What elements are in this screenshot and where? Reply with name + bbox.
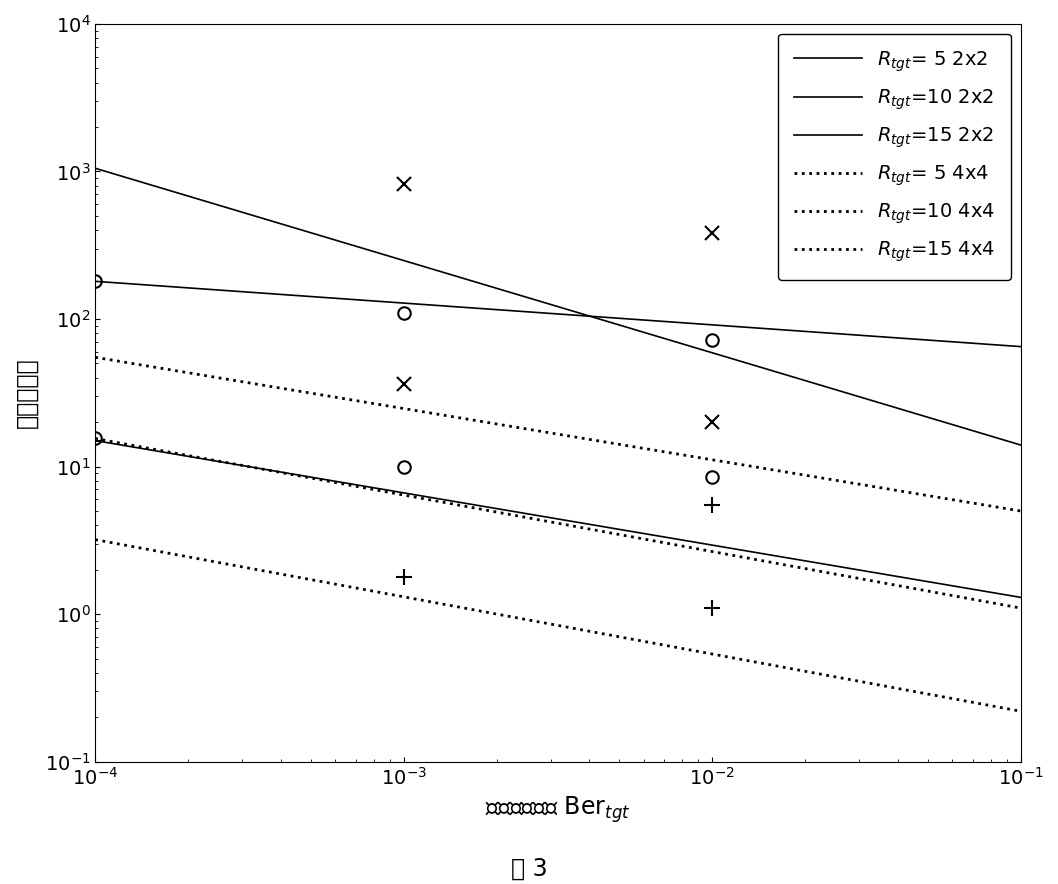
$R_{tgt}$=15 4x4: [927, 492, 940, 502]
$R_{tgt}$= 5 2x2: [639, 529, 652, 539]
$R_{tgt}$= 5 2x2: [655, 531, 668, 542]
$R_{tgt}$=10 2x2: [869, 332, 881, 342]
$R_{tgt}$=10 2x2: [1014, 341, 1026, 352]
$R_{tgt}$= 5 4x4: [639, 636, 652, 647]
$R_{tgt}$= 5 4x4: [869, 679, 881, 690]
$R_{tgt}$=15 2x2: [927, 414, 940, 424]
$R_{tgt}$=15 4x4: [639, 444, 652, 454]
$R_{tgt}$=10 4x4: [927, 587, 940, 598]
$R_{tgt}$=15 4x4: [869, 482, 881, 492]
Y-axis label: 总传输功率: 总传输功率: [15, 357, 39, 428]
$R_{tgt}$=15 4x4: [636, 443, 649, 453]
Line: $R_{tgt}$=10 2x2: $R_{tgt}$=10 2x2: [95, 281, 1020, 347]
$R_{tgt}$= 5 4x4: [1014, 706, 1026, 717]
$R_{tgt}$=10 4x4: [1014, 603, 1026, 613]
$R_{tgt}$=15 2x2: [1014, 439, 1026, 450]
$R_{tgt}$=15 4x4: [1014, 506, 1026, 516]
$R_{tgt}$= 5 2x2: [92, 436, 105, 446]
$R_{tgt}$= 5 2x2: [869, 568, 881, 578]
$R_{tgt}$=15 4x4: [89, 352, 102, 362]
$R_{tgt}$=10 4x4: [92, 434, 105, 445]
$R_{tgt}$=10 2x2: [92, 277, 105, 287]
$R_{tgt}$= 5 2x2: [636, 528, 649, 538]
$R_{tgt}$=15 2x2: [92, 164, 105, 175]
Line: $R_{tgt}$= 5 2x2: $R_{tgt}$= 5 2x2: [95, 440, 1020, 598]
$R_{tgt}$=10 4x4: [636, 534, 649, 545]
$R_{tgt}$=15 2x2: [89, 163, 102, 173]
$R_{tgt}$= 5 2x2: [1014, 592, 1026, 603]
X-axis label: 目标误比特率 Ber$_{tgt}$: 目标误比特率 Ber$_{tgt}$: [485, 794, 631, 825]
$R_{tgt}$= 5 4x4: [92, 535, 105, 545]
$R_{tgt}$=10 2x2: [639, 315, 652, 325]
$R_{tgt}$= 5 4x4: [927, 690, 940, 700]
$R_{tgt}$=10 4x4: [89, 433, 102, 444]
$R_{tgt}$=15 4x4: [655, 446, 668, 457]
$R_{tgt}$=10 2x2: [636, 315, 649, 325]
$R_{tgt}$=15 4x4: [92, 353, 105, 363]
Line: $R_{tgt}$=15 4x4: $R_{tgt}$=15 4x4: [95, 357, 1020, 511]
Text: 图 3: 图 3: [511, 857, 547, 880]
$R_{tgt}$=10 2x2: [655, 316, 668, 327]
$R_{tgt}$=15 2x2: [639, 328, 652, 339]
$R_{tgt}$=10 4x4: [639, 534, 652, 545]
$R_{tgt}$= 5 4x4: [89, 534, 102, 545]
$R_{tgt}$= 5 2x2: [927, 577, 940, 588]
$R_{tgt}$=15 2x2: [869, 396, 881, 407]
Line: $R_{tgt}$=15 2x2: $R_{tgt}$=15 2x2: [95, 168, 1020, 445]
Line: $R_{tgt}$=10 4x4: $R_{tgt}$=10 4x4: [95, 438, 1020, 608]
$R_{tgt}$= 5 2x2: [89, 435, 102, 446]
Line: $R_{tgt}$= 5 4x4: $R_{tgt}$= 5 4x4: [95, 539, 1020, 712]
$R_{tgt}$= 5 4x4: [636, 636, 649, 646]
$R_{tgt}$= 5 4x4: [655, 639, 668, 650]
$R_{tgt}$=15 2x2: [655, 332, 668, 343]
Legend: $R_{tgt}$= 5 2x2, $R_{tgt}$=10 2x2, $R_{tgt}$=15 2x2, $R_{tgt}$= 5 4x4, $R_{tgt}: $R_{tgt}$= 5 2x2, $R_{tgt}$=10 2x2, $R_{…: [778, 34, 1010, 280]
$R_{tgt}$=10 4x4: [869, 576, 881, 587]
$R_{tgt}$=10 2x2: [89, 276, 102, 286]
$R_{tgt}$=10 2x2: [927, 335, 940, 346]
$R_{tgt}$=10 4x4: [655, 537, 668, 548]
$R_{tgt}$=15 2x2: [636, 327, 649, 338]
